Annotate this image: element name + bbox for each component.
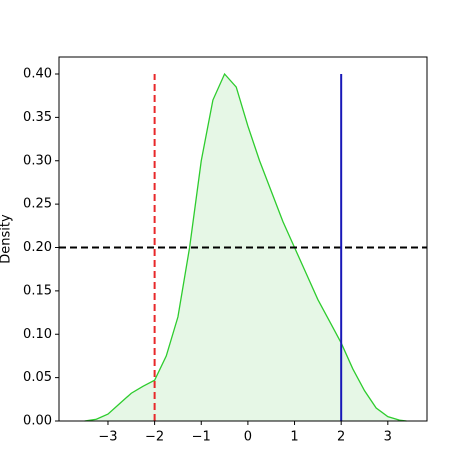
x-tick-label: −3 [98, 430, 117, 445]
y-tick-label: 0.05 [23, 370, 52, 385]
y-tick-label: 0.35 [23, 110, 52, 125]
density-area [84, 74, 407, 421]
x-tick-label: 2 [337, 430, 345, 445]
plot-frame [58, 56, 428, 422]
y-tick-label: 0.00 [23, 414, 52, 429]
x-tick-label: −1 [192, 430, 211, 445]
y-tick-label: 0.30 [23, 153, 52, 168]
y-axis-label: Density [0, 214, 14, 264]
x-tick-label: 1 [290, 430, 298, 445]
y-tick-label: 0.20 [23, 240, 52, 255]
x-tick-label: 3 [384, 430, 392, 445]
x-tick-label: 0 [244, 430, 252, 445]
y-tick-label: 0.15 [23, 283, 52, 298]
y-tick-label: 0.10 [23, 327, 52, 342]
x-tick-label: −2 [145, 430, 164, 445]
density-line [84, 72, 407, 422]
y-tick-label: 0.25 [23, 197, 52, 212]
y-tick-label: 0.40 [23, 67, 52, 82]
